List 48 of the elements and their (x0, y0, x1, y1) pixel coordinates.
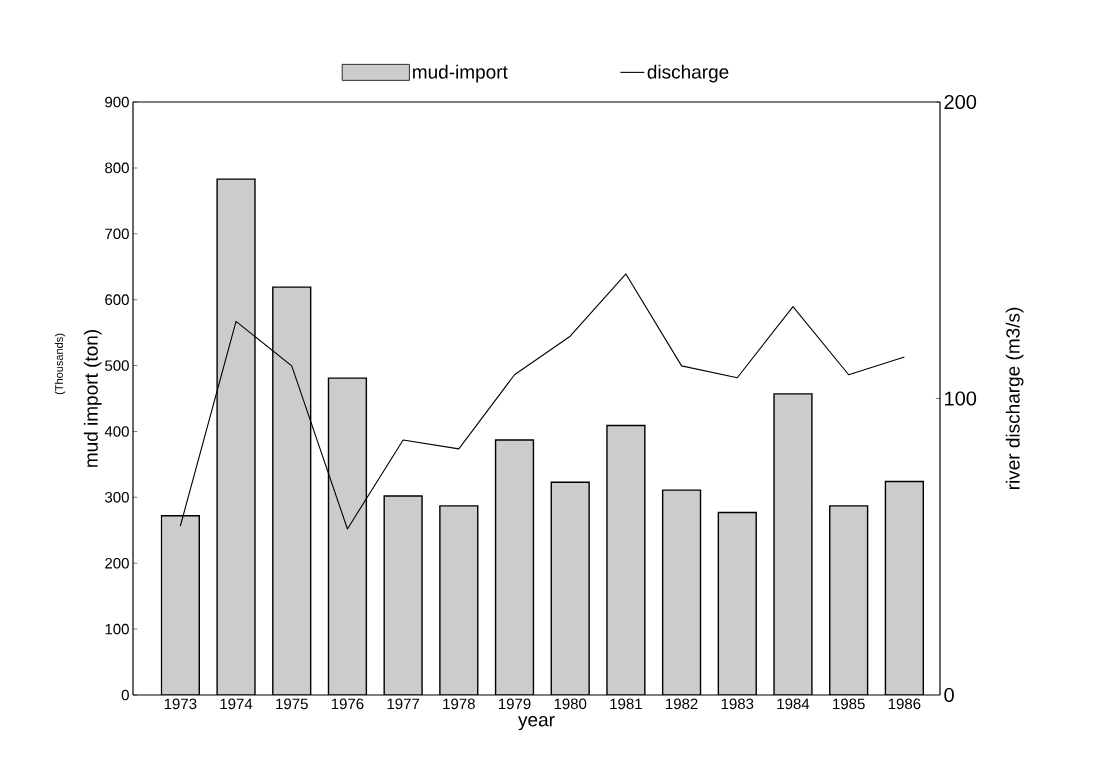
x-tick-label: 1985 (833, 698, 865, 710)
bar (327, 377, 368, 695)
bar (606, 424, 646, 695)
y-tick-label: 100 (105, 623, 129, 635)
bar (661, 489, 702, 695)
y-tick-label: 900 (105, 96, 129, 108)
bar (272, 286, 312, 695)
y-tick-label: 700 (105, 228, 129, 240)
x-tick-label: 1976 (331, 698, 364, 710)
x-tick-label: 1973 (164, 698, 197, 710)
y-tick-label: 300 (105, 492, 129, 503)
y-tick-label: 400 (104, 426, 129, 437)
y-tick-label: 500 (105, 360, 129, 371)
x-tick-label: 1986 (888, 698, 921, 710)
bar (216, 178, 256, 695)
bar (829, 505, 869, 695)
bar (494, 439, 535, 695)
x-tick-label: 1977 (387, 698, 420, 710)
y-tick-label: 800 (105, 162, 129, 174)
bar (773, 393, 813, 695)
legend-label: mud-import (413, 64, 508, 83)
x-tick-label: 1984 (777, 698, 810, 710)
x-tick-label: 1978 (443, 698, 475, 710)
text: (Thousands) (54, 333, 66, 395)
bar (550, 481, 590, 695)
x-tick-label: 1980 (554, 698, 587, 710)
x-tick-label: 1983 (721, 698, 754, 710)
y2-tick-label: 100 (945, 391, 977, 406)
x-tick-label: 1974 (220, 698, 253, 710)
x-axis-title: year (518, 716, 555, 731)
y2-tick-label: 0 (944, 687, 954, 703)
y2-tick-label: 200 (944, 94, 977, 110)
bar (717, 511, 757, 695)
bar (884, 480, 924, 695)
x-tick-label: 1975 (276, 698, 308, 710)
x-tick-label: 1982 (666, 698, 698, 710)
y-axis-title: mud import (ton) (83, 330, 102, 467)
bar (383, 495, 423, 695)
x-tick-label: 1981 (610, 698, 642, 710)
y-tick-label: 0 (121, 689, 129, 701)
y-tick-label: 600 (105, 294, 129, 305)
y-tick-label: 200 (105, 557, 129, 569)
y2-axis-title: river discharge (m3/s) (1005, 307, 1024, 490)
bar (160, 515, 200, 695)
bar (439, 505, 479, 695)
line-series (179, 273, 905, 530)
x-tick-label: 1979 (498, 698, 531, 710)
legend-label: discharge (647, 64, 729, 83)
